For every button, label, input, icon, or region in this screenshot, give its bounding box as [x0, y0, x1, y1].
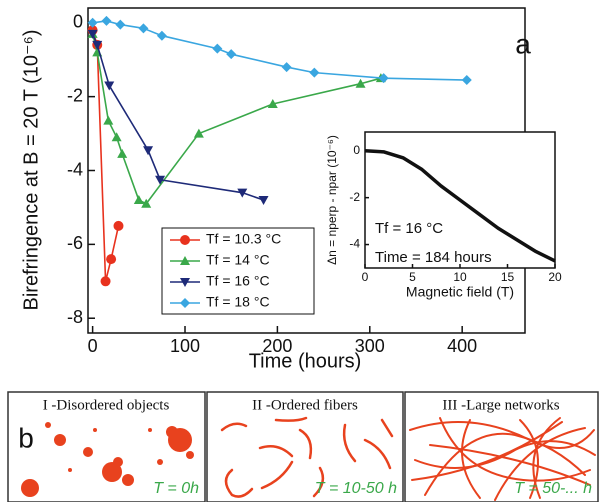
legend-label: Tf = 16 °C — [206, 273, 270, 289]
data-point — [100, 276, 111, 287]
y-tick-label: -2 — [67, 85, 83, 105]
panel-title: III -Large networks — [442, 397, 559, 413]
legend-marker — [180, 235, 190, 245]
panel-time: T = 0h — [153, 480, 199, 497]
data-point — [87, 29, 98, 39]
x-tick-label: 100 — [170, 336, 200, 356]
data-point — [115, 19, 126, 30]
panel-label: b — [18, 422, 34, 453]
legend-label: Tf = 14 °C — [206, 252, 270, 268]
legend-label: Tf = 18 °C — [206, 294, 270, 310]
data-point — [143, 146, 154, 156]
data-line — [364, 149, 556, 263]
legend-marker — [180, 298, 190, 308]
data-point — [267, 99, 278, 109]
data-point — [133, 195, 144, 205]
y-tick-label: 0 — [353, 143, 360, 157]
x-tick-label: 0 — [88, 336, 98, 356]
x-tick-label: 20 — [548, 270, 562, 284]
x-axis-title: Magnetic field (T) — [406, 284, 514, 300]
data-point — [155, 175, 166, 185]
annotation: a — [515, 28, 531, 59]
annotation: Time = 184 hours — [375, 249, 492, 266]
panel-time: T = 10-50 h — [315, 480, 397, 497]
y-axis-title: Birefringence at B = 20 T (10⁻⁶) — [20, 30, 42, 311]
annotation: Tf = 16 °C — [375, 220, 443, 237]
y-tick-label: -4 — [67, 159, 83, 179]
data-point — [355, 78, 366, 88]
data-point — [309, 67, 320, 78]
y-tick-label: -2 — [349, 190, 360, 204]
data-point — [101, 15, 112, 26]
y-tick-label: -6 — [67, 233, 83, 253]
data-point — [226, 49, 237, 60]
x-tick-label: 0 — [362, 270, 369, 284]
x-axis-title: Time (hours) — [249, 350, 362, 372]
x-tick-label: 15 — [501, 270, 515, 284]
data-point — [461, 75, 472, 86]
ordered-fibers — [220, 416, 394, 498]
data-point — [103, 115, 114, 125]
data-point — [92, 40, 103, 50]
data-point — [258, 196, 269, 206]
panel-title: I -Disordered objects — [43, 397, 170, 413]
data-point — [87, 17, 98, 28]
y-tick-label: -4 — [349, 237, 360, 251]
legend-marker — [180, 256, 190, 265]
data-point — [378, 73, 389, 84]
x-tick-label: 5 — [409, 270, 416, 284]
data-point — [117, 148, 128, 158]
data-point — [281, 62, 292, 73]
y-tick-label: 0 — [73, 12, 83, 32]
x-tick-label: 10 — [453, 270, 467, 284]
y-tick-label: -8 — [67, 307, 83, 327]
panel-time: T = 50-... h — [514, 480, 592, 497]
large-networks — [409, 417, 596, 501]
y-axis-title: Δn = nperp - npar (10⁻⁶) — [325, 135, 339, 265]
data-point — [111, 132, 122, 142]
x-tick-label: 200 — [262, 336, 292, 356]
data-point — [141, 198, 152, 208]
data-point — [113, 220, 124, 231]
data-point — [138, 23, 149, 34]
data-point — [104, 81, 115, 91]
data-point — [156, 30, 167, 41]
x-tick-label: 400 — [447, 336, 477, 356]
panel-b — [7, 391, 599, 502]
panel-title: II -Ordered fibers — [252, 397, 358, 413]
legend-marker — [180, 278, 190, 287]
panel-frame — [206, 391, 404, 502]
data-point — [193, 128, 204, 138]
data-point — [106, 254, 117, 265]
x-tick-label: 300 — [355, 336, 385, 356]
legend-label: Tf = 10.3 °C — [206, 231, 281, 247]
disordered-objects — [21, 422, 194, 497]
data-point — [212, 43, 223, 54]
data-point — [237, 188, 248, 198]
